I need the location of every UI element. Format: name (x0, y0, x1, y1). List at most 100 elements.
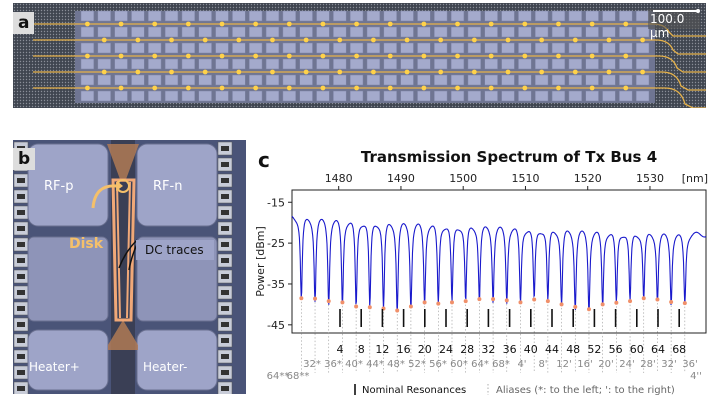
legend-nominal-label: Nominal Resonances (362, 385, 466, 396)
panel-a-label: a (13, 12, 35, 34)
dc-traces-label: DC traces (145, 243, 204, 257)
alias-label: 8' (538, 359, 547, 370)
alias-label: 36' (682, 359, 697, 370)
alias-label: 4'' (690, 371, 702, 382)
rf-n-pad (136, 143, 218, 227)
ring-resonator (202, 37, 208, 43)
ring-resonator (320, 21, 326, 27)
ring-resonator (219, 85, 225, 91)
ring-resonator (421, 21, 427, 27)
ring-resonator (286, 53, 292, 59)
nominal-resonance-label: 36 (503, 343, 517, 356)
device-closeup-image (13, 140, 246, 396)
resonance-dip-marker (518, 300, 523, 305)
ring-resonator (118, 21, 124, 27)
ring-resonator (589, 85, 595, 91)
ring-resonator (488, 53, 494, 59)
resonance-dip-marker (532, 297, 537, 302)
ring-resonator (640, 37, 645, 43)
y-axis-tick-label: -25 (267, 237, 285, 250)
y-axis-label: Power [dBm] (254, 226, 267, 297)
heater-plus-pad (27, 329, 109, 391)
ring-resonator (320, 53, 326, 59)
ring-resonator (387, 85, 393, 91)
resonance-dip-marker (408, 304, 413, 309)
alias-label: 48* (387, 359, 405, 370)
alias-label: 16' (577, 359, 592, 370)
resonance-dip-marker (573, 304, 578, 309)
ring-resonator (623, 21, 629, 27)
ring-resonator (539, 69, 545, 75)
ring-resonator (85, 21, 90, 27)
ring-resonator (185, 85, 191, 91)
rf-p-label: RF-p (44, 179, 74, 194)
ring-resonator (623, 53, 629, 59)
resonance-dip-marker (367, 305, 372, 310)
nominal-resonance-label: 4 (337, 343, 344, 356)
transmission-spectrum-chart: Transmission Spectrum of Tx Bus 4 1480 149… (254, 148, 708, 396)
nominal-resonance-label: 32 (481, 343, 495, 356)
resonance-dip-marker (463, 299, 468, 304)
top-axis-tick-label: 1480 (325, 172, 353, 185)
ring-resonator (556, 53, 561, 59)
ring-resonator (303, 69, 309, 75)
ring-resonator (185, 53, 191, 59)
panel-c-spectrum-chart: c Transmission Spectrum of Tx Bus 4 1480 1… (250, 140, 720, 397)
ring-resonator (438, 69, 444, 75)
ring-resonator (421, 85, 427, 91)
resonance-dip-marker (354, 304, 359, 309)
ring-resonator (572, 37, 578, 43)
ring-resonator (337, 37, 343, 43)
nominal-resonance-label: 52 (587, 343, 601, 356)
rf-n-label: RF-n (153, 179, 183, 194)
resonance-dip-marker (436, 301, 441, 306)
ring-resonator (404, 69, 410, 75)
top-axis-unit: [nm] (682, 172, 708, 185)
nominal-resonance-label: 60 (630, 343, 644, 356)
ring-resonator (572, 69, 578, 75)
heater-plus-label: Heater+ (29, 360, 80, 374)
ring-resonator (236, 69, 242, 75)
alias-label: 20' (598, 359, 613, 370)
plot-frame (291, 189, 707, 334)
y-axis-tick-label: -35 (267, 278, 285, 291)
alias-label: 44* (366, 359, 384, 370)
alias-label: 24' (619, 359, 634, 370)
alias-label: 36* (324, 359, 342, 370)
ring-resonator (556, 21, 561, 27)
ring-resonator (522, 85, 528, 91)
ring-resonator (589, 53, 595, 59)
nominal-resonance-label: 56 (609, 343, 623, 356)
ring-resonator (118, 53, 124, 59)
ring-resonator (354, 53, 359, 59)
left-middle-pad (27, 236, 109, 322)
panel-c-label: c (258, 148, 270, 172)
resonance-dip-marker (559, 302, 564, 307)
nominal-resonance-label: 48 (566, 343, 580, 356)
ring-resonator (286, 21, 292, 27)
top-axis-tick-label: 1490 (387, 172, 415, 185)
ring-resonator (606, 69, 612, 75)
ring-resonator (505, 37, 511, 43)
disk-label: Disk (69, 236, 104, 252)
resonance-dip-marker (477, 297, 482, 302)
ring-resonator (270, 69, 275, 75)
ring-resonator (303, 37, 309, 43)
bus-waveguide (33, 39, 706, 55)
nominal-resonance-label: 16 (397, 343, 411, 356)
ring-resonator (522, 53, 528, 59)
ring-resonator (101, 37, 107, 43)
ring-resonators (85, 21, 645, 91)
ring-resonator (589, 21, 595, 27)
ring-resonator (202, 69, 208, 75)
y-axis-tick-label: -45 (267, 319, 285, 332)
ring-resonator (471, 69, 477, 75)
chip-micrograph-top (13, 3, 706, 109)
ring-resonator (539, 37, 545, 43)
ring-resonator (455, 21, 460, 27)
top-axis-tick-label: 1510 (511, 172, 539, 185)
ring-resonator (253, 21, 259, 27)
alias-label: 12' (556, 359, 571, 370)
ring-resonator (606, 37, 612, 43)
resonance-dip-marker (313, 296, 318, 301)
